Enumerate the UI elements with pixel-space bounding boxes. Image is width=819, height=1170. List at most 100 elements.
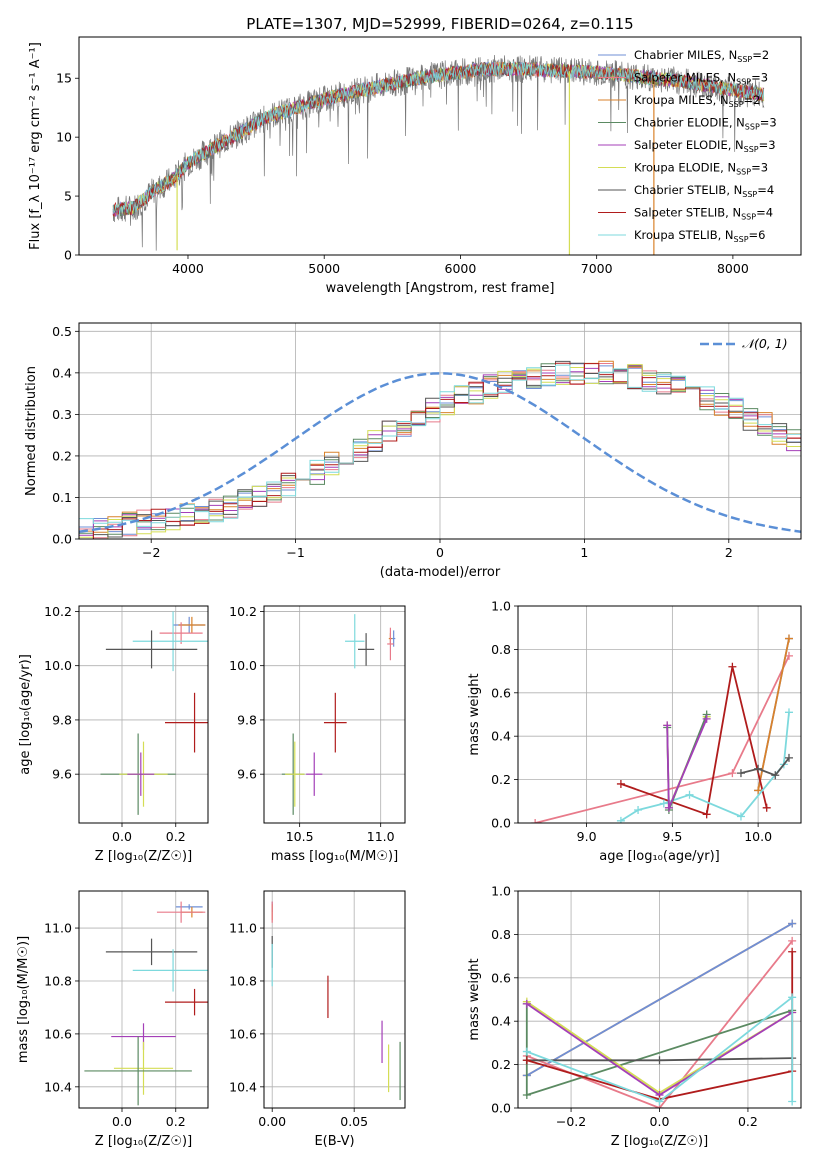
panel-weight_vs_age: 9.0 9.5 10.0 0.0 0.2 0.4 0.6 0.8 1.0 age [log₁₀(a… xyxy=(467,599,802,864)
weight-marker xyxy=(728,769,737,778)
x-tick-label: 11.0 xyxy=(367,829,395,844)
y-tick-label: 9.8 xyxy=(52,712,72,727)
x-tick-label: 6000 xyxy=(445,261,477,276)
histogram-kroupa-stelib xyxy=(79,364,801,527)
weight-marker xyxy=(771,771,780,780)
legend-label: Chabrier ELODIE, NSSP=3 xyxy=(634,116,777,132)
x-tick-label: 1 xyxy=(580,545,588,560)
y-tick-label: 0.0 xyxy=(491,816,511,831)
weight-line-salpeter-stelib xyxy=(620,666,768,816)
y-tick-label: 5 xyxy=(64,189,72,204)
x-axis-label: wavelength [Angstrom, rest frame] xyxy=(326,281,555,296)
x-axis-label: E(B-V) xyxy=(314,1134,354,1149)
y-axis-label: age [log₁₀(age/yr)] xyxy=(18,654,33,775)
weight-marker xyxy=(664,803,673,812)
weight-line-chabrier-miles xyxy=(526,922,793,1077)
weight-marker xyxy=(788,919,797,928)
y-tick-label: 9.8 xyxy=(237,712,257,727)
x-tick-label: 10.5 xyxy=(286,829,314,844)
axes-frame xyxy=(78,890,209,1109)
y-tick-label: 10.4 xyxy=(229,1079,257,1094)
weight-marker xyxy=(736,769,745,778)
data-layer xyxy=(271,901,401,1101)
legend-label: 𝒩(0, 1) xyxy=(742,336,788,351)
model-spectrum-kroupa-stelib xyxy=(112,60,765,216)
y-axis-label: Flux [f_λ 10⁻¹⁷ erg cm⁻² s⁻¹ A⁻¹] xyxy=(28,42,43,250)
figure-title: PLATE=1307, MJD=52999, FIBERID=0264, z=0… xyxy=(246,15,633,33)
y-tick-label: 0.0 xyxy=(52,532,72,547)
x-tick-label: 0.0 xyxy=(650,1114,670,1129)
axes-frame xyxy=(78,36,802,256)
weight-marker xyxy=(736,812,745,821)
weight-marker xyxy=(522,999,531,1008)
data-layer xyxy=(100,611,208,815)
weight-marker xyxy=(655,1056,664,1065)
x-tick-label: 0.0 xyxy=(112,1114,132,1129)
y-tick-label: 10.2 xyxy=(229,604,257,619)
axes-frame xyxy=(517,605,802,824)
y-tick-label: 9.6 xyxy=(237,767,257,782)
x-tick-label: 0.2 xyxy=(166,1114,186,1129)
axes-frame xyxy=(263,890,406,1109)
panel-mass_vs_Z: 0.0 0.2 10.4 10.6 10.8 11.0 Z [log₁₀(Z/Z☉)] mas… xyxy=(16,890,209,1149)
legend-label: Salpeter ELODIE, NSSP=3 xyxy=(634,138,776,154)
y-tick-label: 0.4 xyxy=(52,365,72,380)
y-tick-label: 1.0 xyxy=(491,884,511,899)
y-tick-label: 0.8 xyxy=(491,927,511,942)
x-tick-label: 9.0 xyxy=(577,829,597,844)
y-tick-label: 0.6 xyxy=(491,970,511,985)
y-tick-label: 0.6 xyxy=(491,685,511,700)
weight-line-chabrier-stelib xyxy=(740,757,790,777)
legend-label: Salpeter MILES, NSSP=3 xyxy=(634,71,768,87)
x-axis-label: age [log₁₀(age/yr)] xyxy=(599,849,720,864)
weight-line-kroupa-miles xyxy=(757,638,790,791)
panel-mass_vs_ebv: 0.00 0.05 10.4 10.6 10.8 11.0 E(B-V) xyxy=(229,890,406,1149)
data-layer xyxy=(84,901,208,1106)
y-tick-label: 1.0 xyxy=(491,599,511,614)
weight-marker xyxy=(788,993,797,1002)
y-tick-label: 10.2 xyxy=(44,604,72,619)
y-tick-label: 10.6 xyxy=(44,1026,72,1041)
y-tick-label: 11.0 xyxy=(229,921,257,936)
y-tick-label: 0.4 xyxy=(491,1014,511,1029)
y-tick-label: 0.8 xyxy=(491,642,511,657)
legend-label: Chabrier MILES, NSSP=2 xyxy=(634,48,769,64)
weight-marker xyxy=(522,1090,531,1099)
y-tick-label: 11.0 xyxy=(44,921,72,936)
y-tick-label: 0.3 xyxy=(52,407,72,422)
panel-age_vs_mass: 10.5 11.0 9.6 9.8 10.0 10.2 mass [log₁₀(M/M☉)] xyxy=(229,604,406,864)
panel-weight_vs_Z: −0.2 0.0 0.2 0.0 0.2 0.4 0.6 0.8 1.0 Z [log₁₀(Z/Z… xyxy=(467,884,802,1149)
weight-marker xyxy=(616,779,625,788)
weight-marker xyxy=(663,721,672,730)
weight-marker xyxy=(754,764,763,773)
x-axis-label: (data-model)/error xyxy=(380,565,501,580)
y-axis-label: Normed distribution xyxy=(24,366,39,496)
x-tick-label: 0.0 xyxy=(112,829,132,844)
data-layer xyxy=(112,54,765,255)
panel-residuals: −2 −1 0 1 2 0.0 0.1 0.2 0.3 0.4 0.5 (data-model)/er… xyxy=(24,322,802,580)
panel-age_vs_Z: 0.0 0.2 9.6 9.8 10.0 10.2 Z [log₁₀(Z/Z☉)] age [… xyxy=(18,604,209,864)
x-tick-label: 9.5 xyxy=(662,829,682,844)
x-tick-label: −2 xyxy=(142,545,160,560)
weight-marker xyxy=(616,816,625,823)
weight-marker xyxy=(522,1056,531,1065)
x-tick-label: −0.2 xyxy=(556,1114,586,1129)
weight-marker xyxy=(702,714,711,723)
y-axis-label: mass weight xyxy=(467,958,482,1040)
y-tick-label: 0.1 xyxy=(52,490,72,505)
x-axis-label: Z [log₁₀(Z/Z☉)] xyxy=(611,1134,708,1149)
x-tick-label: 0.2 xyxy=(166,829,186,844)
weight-marker xyxy=(634,805,643,814)
weight-marker xyxy=(788,936,797,945)
x-tick-label: 4000 xyxy=(172,261,204,276)
x-tick-label: 0.2 xyxy=(738,1114,758,1129)
data-layer xyxy=(281,614,396,815)
y-tick-label: 10.6 xyxy=(229,1026,257,1041)
data-layer xyxy=(522,919,797,1108)
x-axis-label: Z [log₁₀(Z/Z☉)] xyxy=(95,849,192,864)
gaussian-curve xyxy=(79,372,801,533)
axes-frame xyxy=(263,605,406,824)
y-tick-label: 10.8 xyxy=(229,973,257,988)
x-tick-label: 5000 xyxy=(308,261,340,276)
panel-spectrum: 4000 5000 6000 7000 8000 0 5 10 15 wavelength [An… xyxy=(28,36,802,296)
